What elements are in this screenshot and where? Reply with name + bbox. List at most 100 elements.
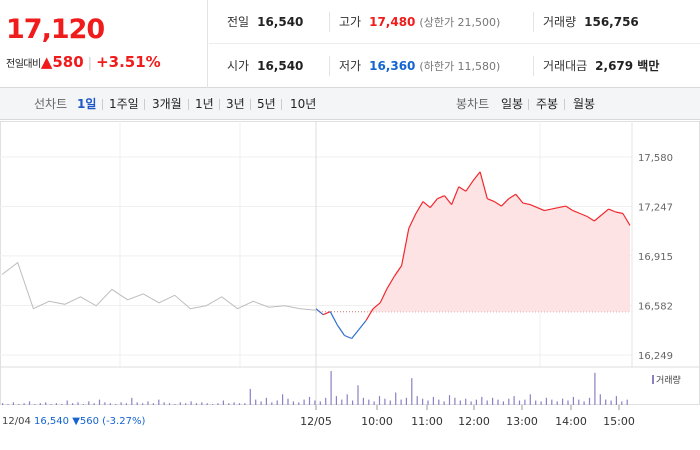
price-line-segment	[372, 302, 381, 310]
stat-high: 고가 17,480 (상한가 21,500)	[339, 0, 500, 44]
volume-bar	[136, 402, 138, 405]
divider	[250, 99, 251, 110]
tab-weekly-candle[interactable]: 주봉	[536, 97, 559, 111]
intraday-chart[interactable]: 17,580 17,247 16,915 16,582 16,249 12/05 10:00…	[0, 121, 700, 450]
volume-bar	[206, 403, 208, 405]
stats-row-1: 전일 16,540 고가 17,480 (상한가 21,500) 거래량 156,756	[209, 0, 700, 44]
volume-bar	[524, 399, 526, 405]
price-line-segment	[622, 213, 631, 226]
tab-10y[interactable]: 10년	[290, 97, 317, 111]
stats-row-2: 시가 16,540 저가 16,360 (하한가 11,580) 거래대금 2,679 …	[209, 44, 700, 88]
volume-bar	[454, 397, 456, 405]
price-line-segment	[329, 311, 338, 326]
divider	[188, 99, 189, 110]
volume-bar	[626, 399, 628, 405]
tab-1d[interactable]: 1일	[77, 97, 97, 111]
price-line-segment	[472, 171, 481, 182]
volume-bar	[265, 397, 267, 405]
volume-bar	[567, 400, 569, 405]
volume-bar	[260, 401, 262, 405]
volume-bar	[147, 401, 149, 405]
change-label: 전일대비	[6, 59, 41, 70]
volume-bar	[212, 404, 214, 405]
tab-3m[interactable]: 3개월	[152, 97, 182, 111]
volume-bar	[459, 400, 461, 405]
divider	[564, 99, 565, 110]
stat-low: 저가 16,360 (하한가 11,580)	[339, 44, 500, 88]
volume-bar	[588, 397, 591, 405]
volume-bar	[131, 397, 133, 405]
y-tick-label: 17,247	[638, 203, 673, 214]
price-line-segment	[358, 320, 367, 330]
price-line-segment	[601, 208, 609, 216]
price-line-segment	[437, 195, 445, 200]
volume-bar	[346, 394, 348, 405]
volume-bar	[244, 403, 246, 405]
divider	[102, 99, 103, 110]
divider	[281, 99, 282, 110]
price-box: 17,120 전일대비▲580 | +3.51%	[0, 0, 208, 88]
volume-bar	[448, 395, 451, 405]
tab-1w[interactable]: 1주일	[109, 97, 139, 111]
volume-bar	[271, 402, 273, 405]
price-line-segment	[508, 193, 517, 200]
volume-bar	[201, 402, 203, 405]
price-chart-svg[interactable]: 17,580 17,247 16,915 16,582 16,249 12/05 10:00…	[0, 121, 700, 450]
volume-bar	[28, 401, 31, 405]
volume-bar	[77, 402, 79, 405]
divider	[533, 12, 534, 32]
volume-bar	[228, 403, 230, 405]
volume-bar	[432, 396, 434, 405]
price-line-segment	[465, 180, 474, 192]
price-line-segment	[529, 204, 538, 209]
price-line-segment	[401, 228, 410, 266]
prev-day-close: 16,540	[34, 416, 70, 427]
stat-sub: (상한가 21,500)	[419, 16, 501, 29]
stat-label: 저가	[339, 59, 362, 73]
volume-bar	[481, 396, 483, 405]
volume-bar	[405, 397, 407, 405]
volume-bar	[7, 404, 9, 405]
tab-1y[interactable]: 1년	[195, 97, 214, 111]
stat-value: 17,480	[369, 15, 416, 29]
volume-bar	[120, 402, 122, 405]
tab-monthly-candle[interactable]: 월봉	[573, 97, 596, 111]
volume-bar	[572, 396, 574, 405]
price-line-segment	[315, 308, 324, 316]
stat-value: 156,756	[584, 15, 639, 29]
volume-bar	[325, 397, 327, 405]
price-line-segment	[515, 193, 524, 204]
y-tick-label: 17,580	[638, 153, 673, 164]
prev-day-rate: (-3.27%)	[102, 416, 146, 427]
volume-bar	[422, 398, 424, 405]
price-line-segment	[336, 324, 345, 336]
price-line-segment	[608, 208, 616, 213]
volume-bar	[66, 400, 68, 405]
volume-bar	[238, 403, 241, 405]
price-line-segment	[351, 329, 360, 339]
volume-bar	[341, 399, 343, 405]
divider	[528, 99, 529, 110]
tab-daily-candle[interactable]: 일봉	[501, 97, 524, 111]
prev-day-change: ▼560	[72, 416, 99, 427]
price-line-segment	[451, 186, 460, 205]
volume-bar	[438, 399, 440, 405]
stat-label: 거래량	[543, 15, 577, 29]
volume-bar	[115, 404, 117, 405]
volume-bar	[72, 403, 74, 405]
volume-bar	[168, 403, 171, 405]
volume-bar	[395, 392, 397, 405]
tab-3y[interactable]: 3년	[226, 97, 245, 111]
volume-bar	[163, 402, 165, 405]
volume-bar	[427, 400, 429, 405]
volume-bar	[233, 402, 235, 405]
tab-5y[interactable]: 5년	[257, 97, 276, 111]
volume-bar	[545, 397, 547, 405]
volume-bar	[50, 404, 52, 405]
volume-bar	[282, 394, 284, 405]
price-area-fill	[316, 171, 630, 312]
y-tick-label: 16,915	[638, 252, 673, 263]
volume-bar	[475, 399, 477, 405]
volume-bar	[249, 388, 251, 405]
divider	[144, 99, 145, 110]
